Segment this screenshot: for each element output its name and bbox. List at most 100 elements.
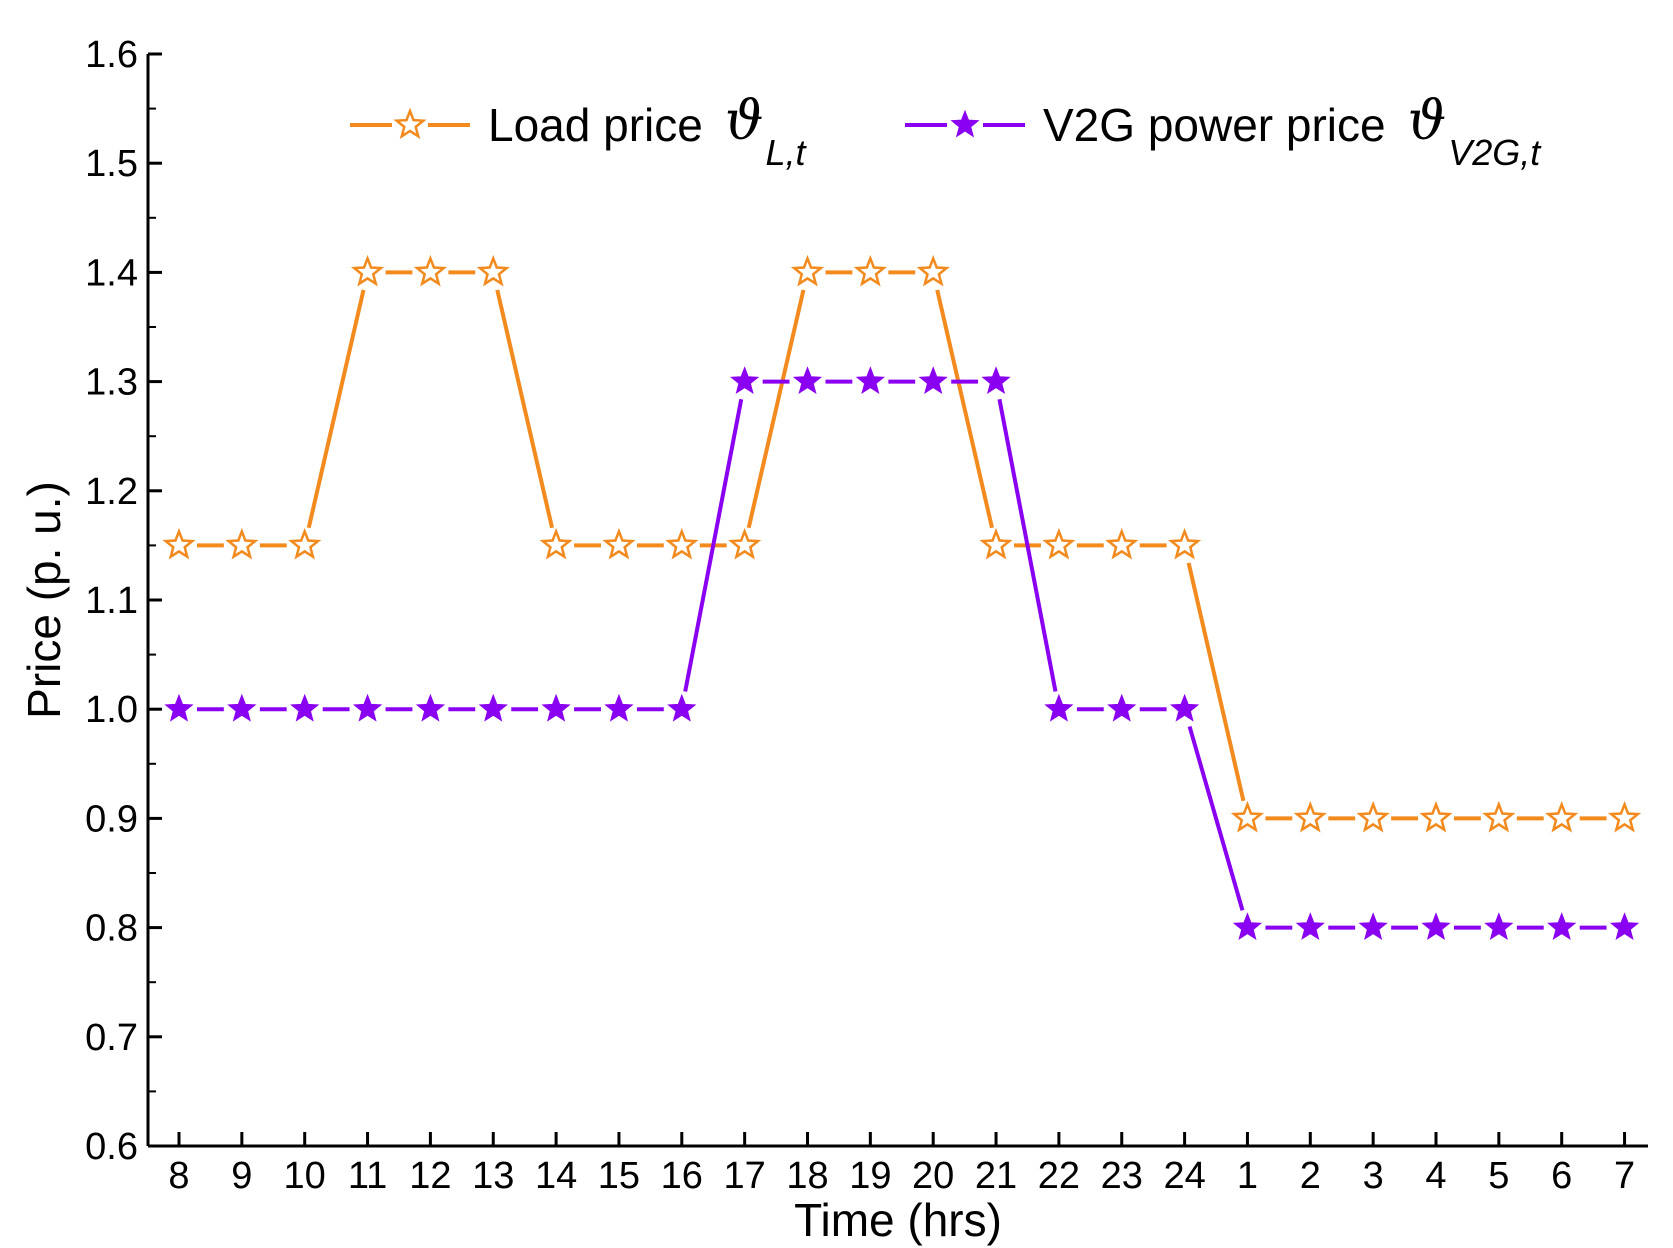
- data-point-marker: [979, 527, 1013, 560]
- data-point-marker: [1105, 527, 1139, 560]
- data-point-marker: [918, 366, 948, 395]
- data-point-marker: [1167, 527, 1202, 560]
- plot-frame: [146, 54, 1648, 1148]
- data-point-marker: [1042, 527, 1076, 560]
- data-point-marker: [290, 693, 320, 722]
- y-tick-label: 1.4: [85, 252, 138, 294]
- data-point-marker: [730, 366, 760, 395]
- x-tick-label: 6: [1551, 1155, 1572, 1197]
- data-point-marker: [1419, 800, 1453, 833]
- data-point-marker: [1293, 800, 1327, 833]
- data-point-marker: [1482, 800, 1516, 833]
- data-point-marker: [665, 527, 699, 560]
- data-point-marker: [1230, 800, 1265, 833]
- data-point-marker: [1609, 912, 1640, 941]
- data-point-marker: [1044, 693, 1074, 722]
- data-point-marker: [1484, 912, 1514, 941]
- data-point-marker: [792, 366, 823, 395]
- x-tick-label: 7: [1614, 1155, 1635, 1197]
- legend-marker: [393, 107, 427, 140]
- x-tick-label: 15: [598, 1155, 640, 1197]
- data-point-marker: [1295, 912, 1325, 941]
- x-tick-label: 3: [1363, 1155, 1384, 1197]
- data-point-marker: [1107, 693, 1137, 722]
- data-point-marker: [1358, 912, 1388, 941]
- y-tick-label: 1.1: [85, 580, 138, 622]
- series-v2g-power-price: [164, 366, 1640, 941]
- x-tick-label: 4: [1425, 1155, 1446, 1197]
- y-tick-label: 0.7: [85, 1017, 138, 1059]
- legend-subscript: V2G,t: [1448, 132, 1542, 173]
- data-point-marker: [1421, 912, 1451, 941]
- x-tick-label: 18: [786, 1155, 828, 1197]
- data-point-marker: [604, 693, 634, 722]
- data-point-marker: [728, 527, 762, 560]
- data-point-marker: [352, 693, 383, 722]
- y-tick-label: 1.6: [85, 34, 138, 76]
- x-tick-label: 9: [231, 1155, 252, 1197]
- x-tick-label: 14: [535, 1155, 577, 1197]
- data-point-marker: [855, 366, 885, 395]
- y-tick-label: 1.0: [85, 689, 138, 731]
- y-tick-label: 0.8: [85, 908, 138, 950]
- x-tick-label: 10: [284, 1155, 326, 1197]
- data-point-marker: [413, 254, 448, 287]
- legend-symbol: ϑ: [1408, 89, 1447, 152]
- x-tick-label: 5: [1488, 1155, 1509, 1197]
- y-tick-label: 1.5: [85, 143, 138, 185]
- x-tick-label: 16: [661, 1155, 703, 1197]
- y-axis-ticks: 0.6 0.7 0.8 0.9 1.0 1.1 1.2 1.3 1.4 1.5 1.6: [85, 34, 162, 1168]
- series-layer: [162, 254, 1642, 941]
- x-tick-label: 19: [849, 1155, 891, 1197]
- data-point-marker: [602, 527, 636, 560]
- x-tick-label: 21: [975, 1155, 1017, 1197]
- x-axis-title: Time (hrs): [794, 1194, 1002, 1246]
- data-point-marker: [227, 693, 257, 722]
- y-axis-title: Price (p. u.): [18, 481, 70, 719]
- data-point-marker: [539, 527, 573, 560]
- data-point-marker: [1545, 800, 1579, 833]
- x-tick-label: 22: [1038, 1155, 1080, 1197]
- data-point-marker: [1547, 912, 1577, 941]
- data-point-marker: [981, 366, 1011, 395]
- data-point-marker: [225, 527, 259, 560]
- series-line-segment: [306, 289, 366, 529]
- x-tick-label: 23: [1101, 1155, 1143, 1197]
- x-tick-label: 2: [1300, 1155, 1321, 1197]
- legend-symbol: ϑ: [725, 89, 764, 152]
- y-tick-label: 0.6: [85, 1126, 138, 1168]
- series-line-segment: [1187, 725, 1245, 911]
- data-point-marker: [1356, 800, 1390, 833]
- series-line-segment: [1186, 562, 1246, 802]
- legend-marker: [950, 109, 980, 138]
- x-tick-label: 11: [348, 1155, 387, 1197]
- data-point-marker: [288, 527, 322, 560]
- data-point-marker: [350, 254, 385, 287]
- x-tick-label: 1: [1237, 1155, 1258, 1197]
- legend-item-load-price: Load price ϑL,t: [350, 89, 807, 173]
- data-point-marker: [164, 693, 194, 722]
- x-axis-ticks: 8 9 10 11 12 13 14 15 16 17 18 19 20 21 22 23 24 1 2 3 4 5 6 7: [168, 1132, 1635, 1197]
- x-tick-label: 24: [1163, 1155, 1205, 1197]
- data-point-marker: [541, 693, 571, 722]
- series-line-segment: [935, 289, 994, 529]
- data-point-marker: [916, 254, 950, 287]
- legend-subscript: L,t: [765, 132, 807, 173]
- x-tick-label: 13: [472, 1155, 514, 1197]
- series-line-segment: [997, 398, 1058, 692]
- data-point-marker: [1232, 912, 1263, 941]
- data-point-marker: [1607, 800, 1642, 833]
- y-tick-label: 1.3: [85, 362, 138, 404]
- data-point-marker: [415, 693, 446, 722]
- y-tick-label: 0.9: [85, 798, 138, 840]
- legend-label: V2G power price: [1043, 99, 1386, 151]
- y-tick-label: 1.2: [85, 471, 138, 513]
- data-point-marker: [162, 527, 196, 560]
- data-point-marker: [790, 254, 825, 287]
- x-tick-label: 12: [409, 1155, 451, 1197]
- series-line-segment: [683, 398, 744, 692]
